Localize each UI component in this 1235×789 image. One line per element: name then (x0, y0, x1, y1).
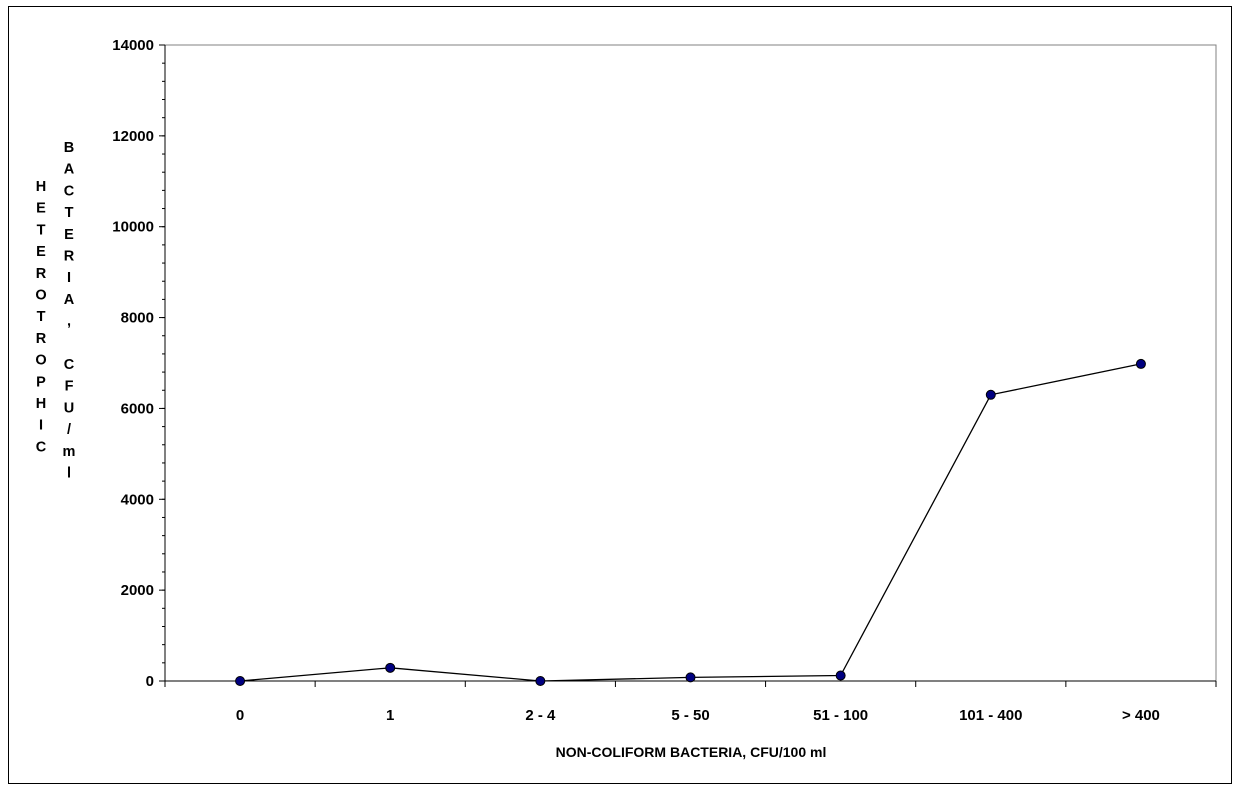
data-point (985, 389, 996, 400)
x-tick-label: 0 (236, 707, 244, 724)
y-tick-label: 14000 (112, 37, 154, 54)
x-tick-label: 5 - 50 (671, 707, 709, 724)
x-axis-title: NON-COLIFORM BACTERIA, CFU/100 ml (556, 744, 827, 760)
x-tick-label: 2 - 4 (525, 707, 556, 724)
x-tick-label: > 400 (1122, 707, 1160, 724)
x-tick-label: 101 - 400 (959, 707, 1022, 724)
data-series (235, 358, 1146, 686)
series-line (240, 363, 1142, 682)
y-tick-label: 12000 (112, 128, 154, 145)
chart-frame (8, 6, 1232, 784)
y-tick-label: 8000 (121, 310, 154, 327)
y-tick-label: 2000 (121, 582, 154, 599)
x-tick-label: 1 (386, 707, 394, 724)
data-point (535, 676, 546, 686)
y-axis-title: H E T E R O T R O P H I C B A C T E R I A, C F U / m l (35, 140, 75, 482)
plot-area (164, 44, 1217, 682)
data-point (385, 662, 396, 673)
data-point (235, 676, 246, 686)
y-tick-label: 0 (146, 673, 154, 690)
x-axis: 0 1 2 - 4 5 - 50 51 - 100 101 - 400 > 400 (164, 680, 1217, 724)
y-axis: 0 2000 4000 6000 8000 10000 12000 14000 (112, 37, 166, 690)
x-tick-label: 51 - 100 (813, 707, 868, 724)
y-tick-label: 6000 (121, 400, 154, 417)
y-tick-label: 10000 (112, 219, 154, 236)
data-point (685, 672, 696, 683)
data-point (835, 670, 846, 681)
y-tick-label: 4000 (121, 491, 154, 508)
data-point (1135, 358, 1146, 369)
